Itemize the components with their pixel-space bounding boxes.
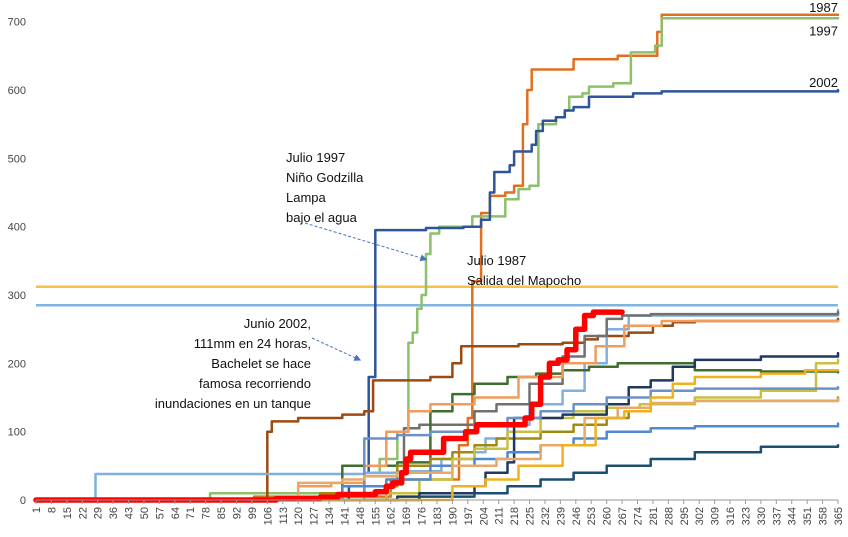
x-tick-label: 302 — [694, 507, 706, 525]
x-tick-label: 288 — [663, 507, 675, 525]
x-tick-label: 239 — [555, 507, 567, 525]
y-tick-label: 500 — [8, 153, 26, 165]
x-tick-label: 183 — [432, 507, 444, 525]
series-line-gold — [34, 368, 840, 502]
x-tick-label: 92 — [232, 507, 244, 519]
x-tick-label: 246 — [571, 507, 583, 525]
x-tick-label: 281 — [648, 507, 660, 525]
series-line-pale-blue — [34, 308, 840, 502]
series-line-1997 — [34, 17, 840, 502]
x-tick-label: 113 — [278, 507, 290, 525]
x-tick-label: 155 — [370, 507, 382, 525]
reference-lines — [36, 285, 838, 307]
ann-julio-1997-arrow — [304, 222, 428, 262]
x-tick-label: 344 — [787, 507, 799, 525]
x-tick-label: 99 — [247, 507, 259, 519]
series-line-2002 — [34, 88, 840, 502]
x-axis: 1 8 15 22 29 36 43 50 57 64 71 78 85 92 99 106 113 120 127… — [31, 499, 845, 525]
x-tick-label: 85 — [216, 507, 228, 519]
y-tick-label: 600 — [8, 85, 26, 97]
x-tick-label: 43 — [124, 507, 136, 519]
x-tick-label: 71 — [185, 507, 197, 519]
x-tick-label: 232 — [540, 507, 552, 525]
series-line-yellow-green — [34, 358, 840, 502]
x-tick-label: 190 — [447, 507, 459, 525]
x-tick-label: 29 — [93, 507, 105, 519]
x-tick-label: 351 — [802, 507, 814, 525]
y-tick-label: 700 — [8, 17, 26, 29]
x-tick-label: 253 — [586, 507, 598, 525]
series-line-mid-blue — [34, 422, 840, 502]
x-tick-label: 120 — [293, 507, 305, 525]
series-line-red-current — [33, 309, 625, 503]
x-tick-label: 162 — [386, 507, 398, 525]
end-label-1997: 1997 — [809, 23, 838, 38]
series-line-navy — [34, 351, 840, 502]
end-label-1987: 1987 — [809, 0, 838, 15]
x-tick-label: 78 — [201, 507, 213, 519]
ann-julio-1987: Julio 1987 Salida del Mapocho — [467, 253, 581, 288]
x-tick-label: 225 — [525, 507, 537, 525]
ann-junio-2002-arrow — [311, 337, 362, 361]
series-lines — [33, 13, 840, 503]
x-tick-label: 260 — [602, 507, 614, 525]
x-tick-label: 1 — [31, 507, 43, 513]
x-tick-label: 337 — [771, 507, 783, 525]
ann-junio-2002: Junio 2002, 111mm en 24 horas, Bachelet se… — [155, 316, 311, 411]
x-tick-label: 134 — [324, 507, 336, 525]
x-tick-label: 211 — [494, 507, 506, 525]
y-tick-label: 400 — [8, 222, 26, 234]
x-tick-label: 295 — [679, 507, 691, 525]
x-tick-label: 169 — [401, 507, 413, 525]
x-tick-label: 148 — [355, 507, 367, 525]
x-tick-label: 50 — [139, 507, 151, 519]
x-tick-label: 358 — [818, 507, 830, 525]
ann-julio-1997: Julio 1997 Niño Godzilla Lampa bajo el agua — [286, 150, 364, 225]
x-tick-label: 323 — [740, 507, 752, 525]
x-tick-label: 15 — [62, 507, 74, 519]
x-tick-label: 309 — [710, 507, 722, 525]
x-tick-label: 57 — [154, 507, 166, 519]
annotations: Julio 1997 Niño Godzilla Lampa bajo el agua… — [155, 150, 581, 411]
x-tick-label: 127 — [309, 507, 321, 525]
series-line-olive — [34, 396, 840, 502]
x-tick-label: 64 — [170, 507, 182, 519]
x-tick-label: 106 — [262, 507, 274, 525]
x-tick-label: 197 — [463, 507, 475, 525]
x-tick-label: 8 — [46, 507, 58, 513]
x-tick-label: 330 — [756, 507, 768, 525]
series-line-teal-dark — [34, 444, 840, 502]
x-tick-label: 274 — [633, 507, 645, 525]
x-tick-label: 365 — [833, 507, 845, 525]
x-tick-label: 316 — [725, 507, 737, 525]
y-tick-label: 100 — [8, 427, 26, 439]
x-tick-label: 36 — [108, 507, 120, 519]
x-tick-label: 176 — [417, 507, 429, 525]
x-tick-label: 204 — [478, 507, 490, 525]
x-tick-label: 141 — [339, 507, 351, 525]
x-tick-label: 218 — [509, 507, 521, 525]
y-tick-label: 0 — [20, 495, 26, 507]
end-label-2002: 2002 — [809, 75, 838, 90]
x-tick-label: 22 — [77, 507, 89, 519]
y-axis: 0 100 200 300 400 500 600 700 — [8, 17, 26, 507]
series-line-orange-light — [34, 319, 840, 502]
x-tick-label: 267 — [617, 507, 629, 525]
series-end-labels: 1987 1997 2002 — [809, 0, 838, 90]
y-tick-label: 200 — [8, 358, 26, 370]
y-tick-label: 300 — [8, 290, 26, 302]
